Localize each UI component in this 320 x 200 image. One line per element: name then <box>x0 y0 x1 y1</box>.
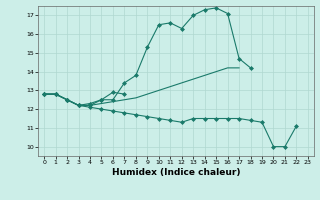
X-axis label: Humidex (Indice chaleur): Humidex (Indice chaleur) <box>112 168 240 177</box>
